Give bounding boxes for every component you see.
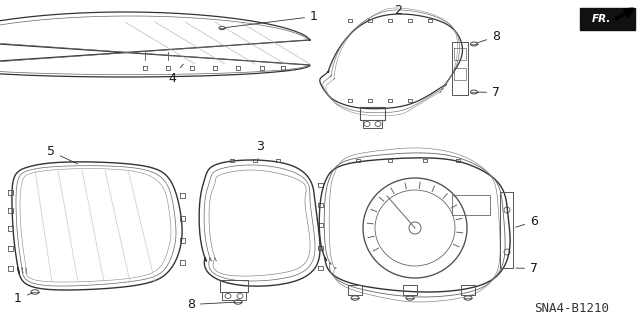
Text: 1: 1 [225, 10, 318, 28]
Text: 2: 2 [394, 4, 402, 17]
Text: 3: 3 [256, 140, 264, 159]
Text: 6: 6 [516, 215, 538, 228]
Text: 4: 4 [168, 64, 183, 85]
Bar [580, 8, 635, 30]
Text: 8: 8 [187, 298, 236, 311]
Text: 7: 7 [477, 86, 500, 99]
Text: 7: 7 [516, 262, 538, 275]
Text: 5: 5 [47, 145, 77, 164]
Text: FR.: FR. [592, 14, 611, 24]
Text: 8: 8 [477, 30, 500, 43]
Text: 1: 1 [14, 292, 33, 305]
Text: SNA4-B1210: SNA4-B1210 [534, 301, 609, 315]
